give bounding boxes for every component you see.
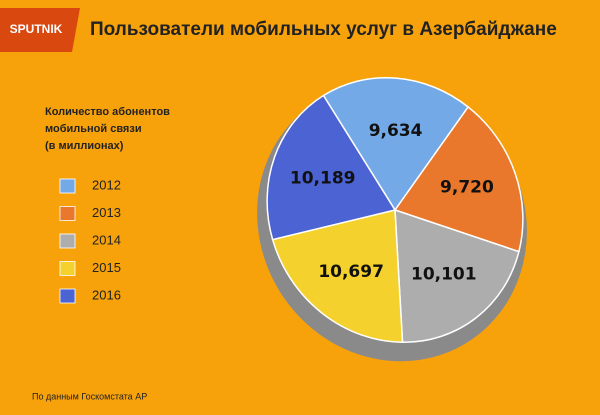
pie-slice bbox=[394, 208, 520, 344]
legend-swatch bbox=[59, 206, 76, 221]
pie-slice bbox=[266, 94, 397, 241]
legend-swatch bbox=[59, 261, 76, 276]
legend-swatch bbox=[59, 178, 76, 194]
pie-slice bbox=[271, 209, 404, 344]
legend-label: 2012 bbox=[92, 177, 121, 192]
value-label: 10,101 bbox=[411, 265, 477, 285]
source: По данным Госкомстата АР bbox=[32, 391, 147, 401]
legend-label: 2016 bbox=[92, 287, 121, 302]
legend-label: 2013 bbox=[92, 205, 121, 220]
value-label: 10,189 bbox=[290, 168, 356, 188]
value-label: 10,697 bbox=[318, 262, 384, 282]
chart-title: Пользователи мобильных услуг в Азербайдж… bbox=[90, 19, 557, 40]
legend-label: 2014 bbox=[92, 232, 121, 247]
legend-swatch bbox=[59, 233, 76, 249]
pie-slice bbox=[322, 77, 470, 212]
pie bbox=[266, 77, 524, 344]
value-label: 9,634 bbox=[369, 121, 423, 141]
legend-swatch bbox=[59, 288, 76, 304]
subtitle: Количество абонентов bbox=[45, 106, 170, 118]
logo-badge: SPUTNIK bbox=[0, 8, 80, 52]
subtitle: (в миллионах) bbox=[45, 140, 124, 152]
legend-label: 2015 bbox=[92, 260, 121, 275]
subtitle: мобильной связи bbox=[45, 123, 142, 135]
value-label: 9,720 bbox=[440, 178, 494, 198]
pie-slice bbox=[393, 105, 524, 253]
logo: SPUTNIK bbox=[10, 22, 63, 36]
logo-shape bbox=[0, 8, 80, 52]
